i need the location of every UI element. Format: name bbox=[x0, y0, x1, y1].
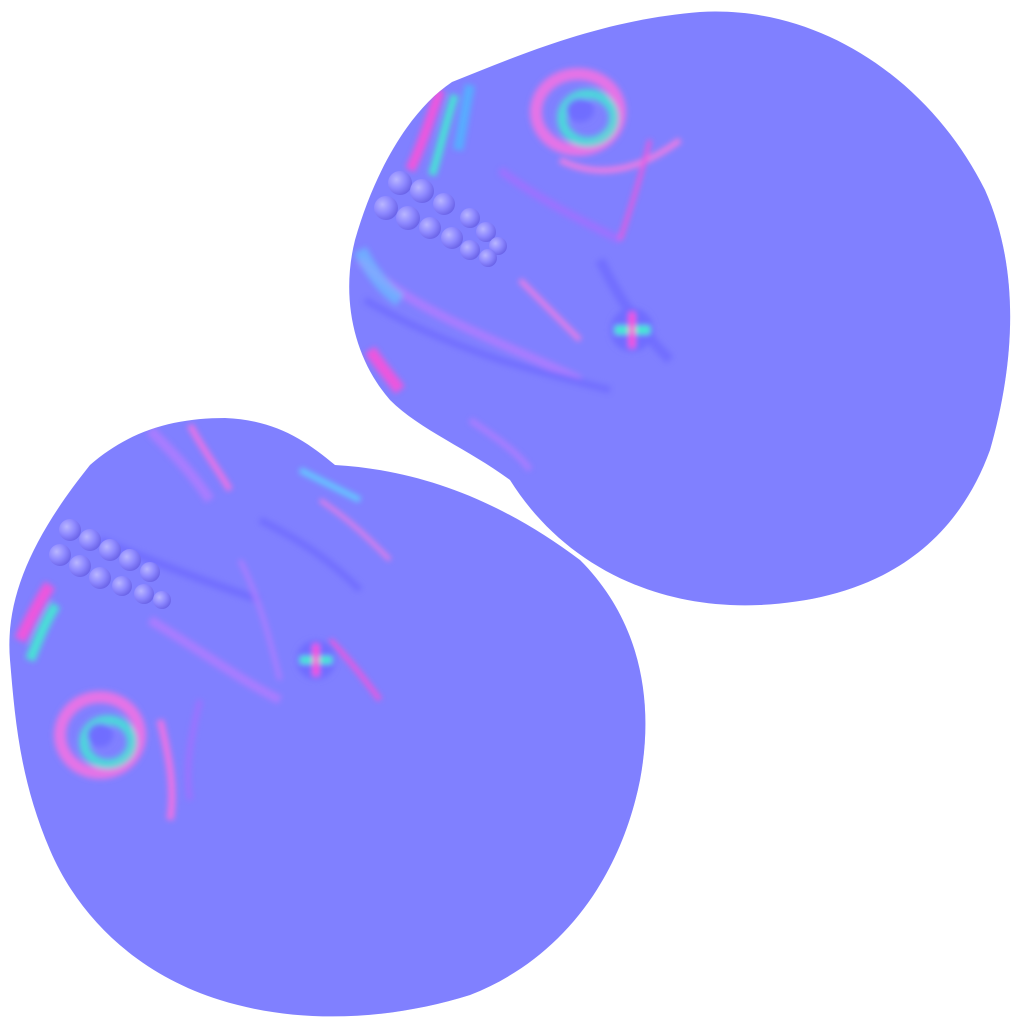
pinch-point bbox=[610, 308, 654, 352]
upper-right-island bbox=[349, 11, 1011, 606]
flat-region bbox=[700, 100, 1011, 600]
bead-row bbox=[374, 171, 507, 267]
island-base bbox=[349, 11, 1011, 606]
crease-lines bbox=[14, 423, 392, 821]
ring-bump bbox=[54, 691, 146, 779]
bead-row bbox=[49, 519, 171, 609]
pinch-point bbox=[296, 640, 336, 680]
flat-region bbox=[380, 700, 646, 1017]
lower-left-island bbox=[9, 418, 646, 1017]
ring-bump bbox=[530, 68, 626, 156]
